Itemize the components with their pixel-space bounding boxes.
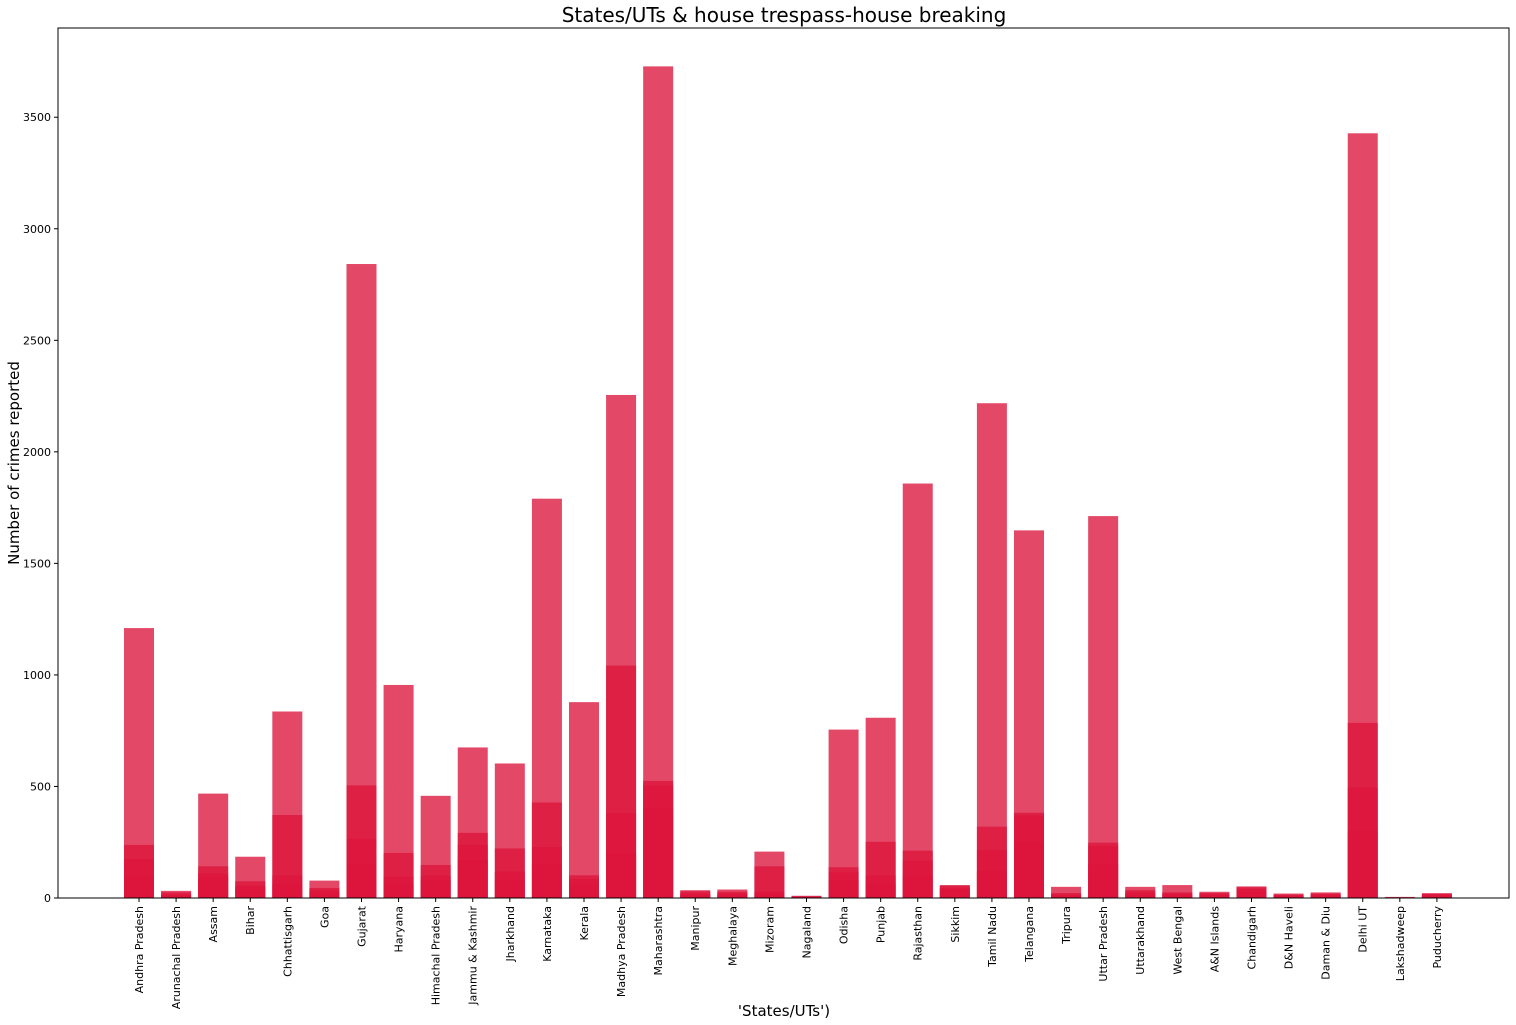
x-tick-label: Assam (207, 906, 220, 942)
x-tick-label: Arunachal Pradesh (170, 906, 183, 1009)
x-tick-label: Nagaland (800, 906, 813, 958)
bar-jharkhand-3 (494, 880, 525, 898)
bar-odisha-3 (828, 880, 859, 898)
x-tick-label: Mizoram (763, 906, 776, 953)
x-tick-label: Gujarat (355, 905, 368, 947)
x-tick-label: Manipur (689, 906, 702, 951)
x-tick-label: Haryana (393, 906, 406, 953)
bar-manipur-3 (680, 894, 711, 898)
bar-assam-3 (198, 877, 229, 898)
bar-kerala-3 (568, 884, 599, 898)
x-tick-label: Daman & Diu (1320, 906, 1333, 980)
y-tick-label: 500 (30, 780, 51, 793)
y-tick-label: 3000 (23, 223, 51, 236)
bar-bihar-3 (235, 889, 266, 898)
x-tick-label: Punjab (875, 906, 888, 943)
bar-sikkim-3 (939, 890, 970, 898)
y-axis-title: Number of crimes reported (5, 361, 23, 565)
bar-delhi-ut-3 (1347, 831, 1378, 898)
x-tick-label: Karnataka (541, 906, 554, 962)
bar-andhra-pradesh-3 (124, 875, 154, 898)
x-tick-label: Chhattisgarh (281, 906, 294, 977)
x-tick-label: Jammu & Kashmir (467, 906, 480, 1006)
x-tick-label: Goa (318, 906, 331, 928)
y-tick-label: 1500 (23, 557, 51, 570)
x-axis-title: 'States/UTs') (738, 1002, 830, 1020)
bars-group (124, 66, 1452, 899)
bar-a-n-islands-3 (1199, 895, 1230, 898)
bar-d-n-haveli-3 (1273, 896, 1304, 898)
bar-uttar-pradesh-0 (1088, 516, 1119, 898)
bar-chandigarh-3 (1236, 891, 1267, 898)
x-tick-label: Tamil Nadu (986, 906, 999, 968)
y-axis: 0 500 1000 1500 2000 2500 3000 3500 (23, 111, 58, 905)
bar-rajasthan-0 (902, 483, 933, 898)
bar-tripura-3 (1051, 895, 1082, 898)
x-tick-label: Andhra Pradesh (133, 906, 146, 993)
bar-maharashtra-3 (643, 808, 674, 898)
bar-rajasthan-3 (902, 875, 933, 898)
y-tick-label: 2000 (23, 446, 51, 459)
bar-telangana-3 (1013, 842, 1044, 898)
bar-jammu-kashmir-3 (457, 860, 488, 898)
bar-meghalaya-3 (717, 894, 748, 898)
x-tick-label: Rajasthan (912, 906, 925, 961)
bar-punjab-3 (865, 884, 896, 898)
bar-puducherry-3 (1421, 895, 1452, 898)
x-tick-label: Bihar (244, 906, 257, 935)
bar-madhya-pradesh-3 (606, 853, 637, 898)
bar-himachal-pradesh-3 (420, 880, 451, 898)
x-tick-label: Sikkim (949, 906, 962, 943)
x-tick-label: Puducherry (1431, 906, 1444, 969)
x-tick-label: Meghalaya (726, 906, 739, 966)
bar-tamil-nadu-0 (976, 403, 1007, 898)
x-tick-label: Lakshadweep (1394, 906, 1407, 981)
y-tick-label: 1000 (23, 669, 51, 682)
bar-karnataka-3 (531, 864, 562, 898)
x-tick-label: Kerala (578, 906, 591, 941)
x-tick-label: Delhi UT (1357, 906, 1370, 953)
plot-frame (57, 27, 1510, 899)
bar-tripura-0 (1051, 886, 1082, 898)
x-tick-label: Telangana (1023, 906, 1036, 963)
x-tick-label: Madhya Pradesh (615, 906, 628, 997)
bar-maharashtra-0 (643, 66, 674, 898)
x-tick-label: Maharashtra (652, 906, 665, 976)
bar-chhattisgarh-3 (272, 884, 303, 898)
y-tick-label: 0 (44, 892, 51, 905)
x-tick-label: Uttarakhand (1134, 906, 1147, 975)
bar-gujarat-3 (346, 864, 377, 898)
x-tick-label: West Bengal (1171, 906, 1184, 975)
bar-daman-diu-3 (1310, 895, 1341, 898)
x-tick-label: Chandigarh (1245, 906, 1258, 969)
x-tick-label: Odisha (838, 906, 851, 944)
x-tick-label: A&N Islands (1208, 906, 1221, 973)
chart-title: States/UTs & house trespass-house breaki… (562, 3, 1007, 27)
bar-tamil-nadu-3 (976, 871, 1007, 898)
x-tick-label: Jharkhand (504, 906, 517, 963)
x-tick-label: Himachal Pradesh (430, 906, 443, 1005)
bar-uttar-pradesh-3 (1088, 864, 1119, 898)
x-axis: Andhra Pradesh Arunachal Pradesh Assam Biha… (133, 898, 1444, 1009)
bar-arunachal-pradesh-3 (161, 895, 192, 898)
y-tick-label: 3500 (23, 111, 51, 124)
y-tick-label: 2500 (23, 334, 51, 347)
bar-mizoram-3 (754, 893, 785, 898)
bar-kerala-0 (568, 702, 599, 898)
bar-west-bengal-3 (1162, 894, 1193, 898)
x-tick-label: Uttar Pradesh (1097, 906, 1110, 982)
bar-uttarakhand-3 (1125, 894, 1156, 898)
bar-goa-3 (309, 892, 340, 898)
x-tick-label: Tripura (1060, 906, 1073, 945)
bar-haryana-3 (383, 884, 414, 898)
x-tick-label: D&N Haveli (1283, 906, 1296, 969)
